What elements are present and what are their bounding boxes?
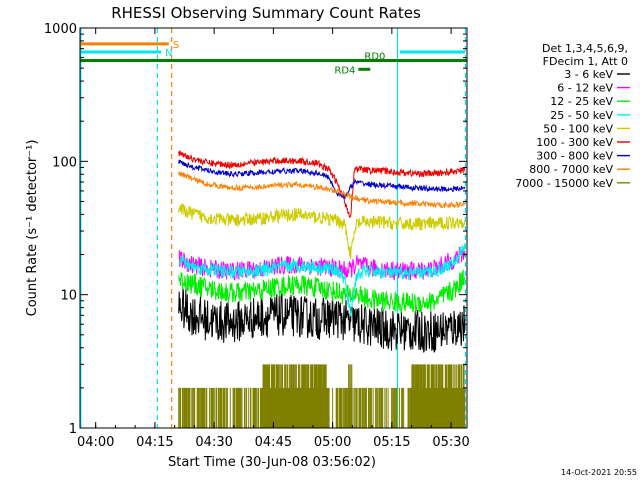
legend-header-0: Det 1,3,4,5,6,9, <box>542 42 628 55</box>
legend-entry-label-8: 7000 - 15000 keV <box>515 177 613 190</box>
series-line-7 <box>178 171 466 209</box>
flag-label-3: RD0 <box>364 52 385 63</box>
legend-header-1: FDecim 1, Att 0 <box>543 55 628 68</box>
activity-band <box>178 364 466 428</box>
flag-label-0: S <box>173 40 179 51</box>
chart-title: RHESSI Observing Summary Count Rates <box>111 4 421 22</box>
series-line-3 <box>178 242 466 317</box>
series-line-4 <box>178 203 466 260</box>
y-tick-label-0: 1 <box>69 422 77 437</box>
axes-layer: 04:00 04:15 04:30 04:45 05:00 05:15 05:30 1 10 10… <box>44 22 470 450</box>
y-axis-label: Count Rate (s⁻¹ detector⁻¹) <box>25 140 40 317</box>
annotations-layer: SN RD0 RD4 <box>80 28 467 428</box>
legend-entry-label-5: 100 - 300 keV <box>536 136 613 149</box>
series-layer <box>178 150 466 353</box>
legend: Det 1,3,4,5,6,9,FDecim 1, Att 03 - 6 keV… <box>515 42 630 190</box>
legend-entry-label-6: 300 - 800 keV <box>536 150 613 163</box>
activity-band-layer <box>178 364 466 428</box>
x-axis-label: Start Time (30-Jun-08 03:56:02) <box>168 455 376 470</box>
x-tick-label-3: 04:45 <box>255 435 292 450</box>
y-tick-label-1: 10 <box>60 289 77 304</box>
series-line-0 <box>178 288 466 353</box>
legend-entry-label-1: 6 - 12 keV <box>557 82 613 95</box>
y-tick-label-2: 100 <box>52 155 77 170</box>
footer-timestamp: 14-Oct-2021 20:55 <box>561 468 637 477</box>
y-tick-label-3: 1000 <box>44 22 77 37</box>
x-tick-label-4: 05:00 <box>314 435 351 450</box>
legend-entry-label-7: 800 - 7000 keV <box>529 163 613 176</box>
legend-entry-label-0: 3 - 6 keV <box>564 68 613 81</box>
flag-label-4: RD4 <box>334 65 355 76</box>
series-line-5 <box>178 150 466 219</box>
legend-entry-label-2: 12 - 25 keV <box>550 95 613 108</box>
legend-entry-label-4: 50 - 100 keV <box>543 122 613 135</box>
series-line-6 <box>178 159 466 201</box>
legend-entry-label-3: 25 - 50 keV <box>550 109 613 122</box>
x-tick-label-5: 05:15 <box>373 435 410 450</box>
flag-label-1: N <box>165 48 172 59</box>
x-tick-label-0: 04:00 <box>77 435 114 450</box>
x-tick-label-6: 05:30 <box>432 435 469 450</box>
x-tick-label-2: 04:30 <box>195 435 232 450</box>
series-line-2 <box>178 269 466 315</box>
x-tick-label-1: 04:15 <box>136 435 173 450</box>
